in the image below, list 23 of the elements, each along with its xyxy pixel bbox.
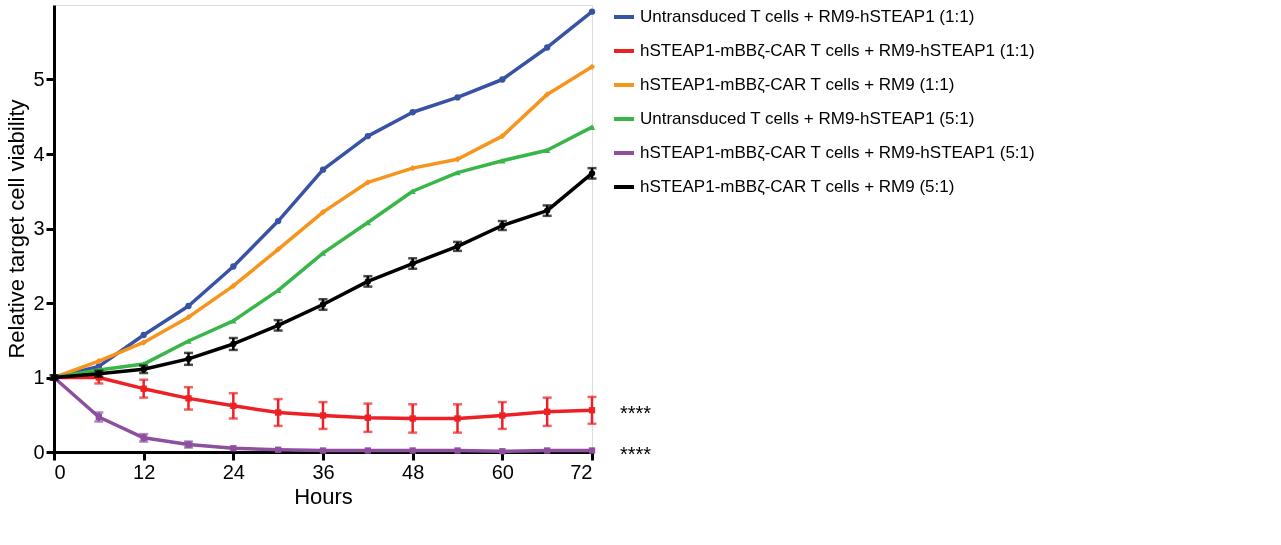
legend-label: hSTEAP1-mBBζ-CAR T cells + RM9-hSTEAP1 (5:1) [640, 143, 1035, 162]
legend-label: hSTEAP1-mBBζ-CAR T cells + RM9-hSTEAP1 (1:1) [640, 41, 1035, 60]
x-axis-title: Hours [294, 483, 353, 509]
y-tick-label: 3 [33, 217, 45, 239]
x-tick-label: 36 [312, 460, 335, 483]
x-tick-label: 12 [133, 460, 156, 483]
x-tick-label: 60 [491, 460, 514, 483]
x-tick-label: 48 [402, 460, 425, 483]
y-tick-label: 5 [33, 68, 45, 90]
x-tick-label: 24 [222, 460, 245, 483]
y-tick-label: 2 [33, 291, 45, 314]
legend-label: Untransduced T cells + RM9-hSTEAP1 (1:1) [640, 7, 975, 26]
y-tick-label: 0 [33, 440, 45, 463]
y-tick-label: 1 [33, 366, 45, 388]
legend-label: Untransduced T cells + RM9-hSTEAP1 (5:1) [640, 109, 975, 128]
y-axis-title: Relative target cell viability [4, 99, 30, 359]
annotation: **** [620, 402, 652, 425]
x-tick-label: 72 [570, 460, 593, 483]
legend-label: hSTEAP1-mBBζ-CAR T cells + RM9 (5:1) [640, 177, 955, 196]
y-tick-label: 4 [33, 142, 45, 165]
x-tick-label: 0 [54, 460, 66, 483]
legend-label: hSTEAP1-mBBζ-CAR T cells + RM9 (1:1) [640, 75, 955, 94]
annotation: **** [620, 442, 652, 465]
